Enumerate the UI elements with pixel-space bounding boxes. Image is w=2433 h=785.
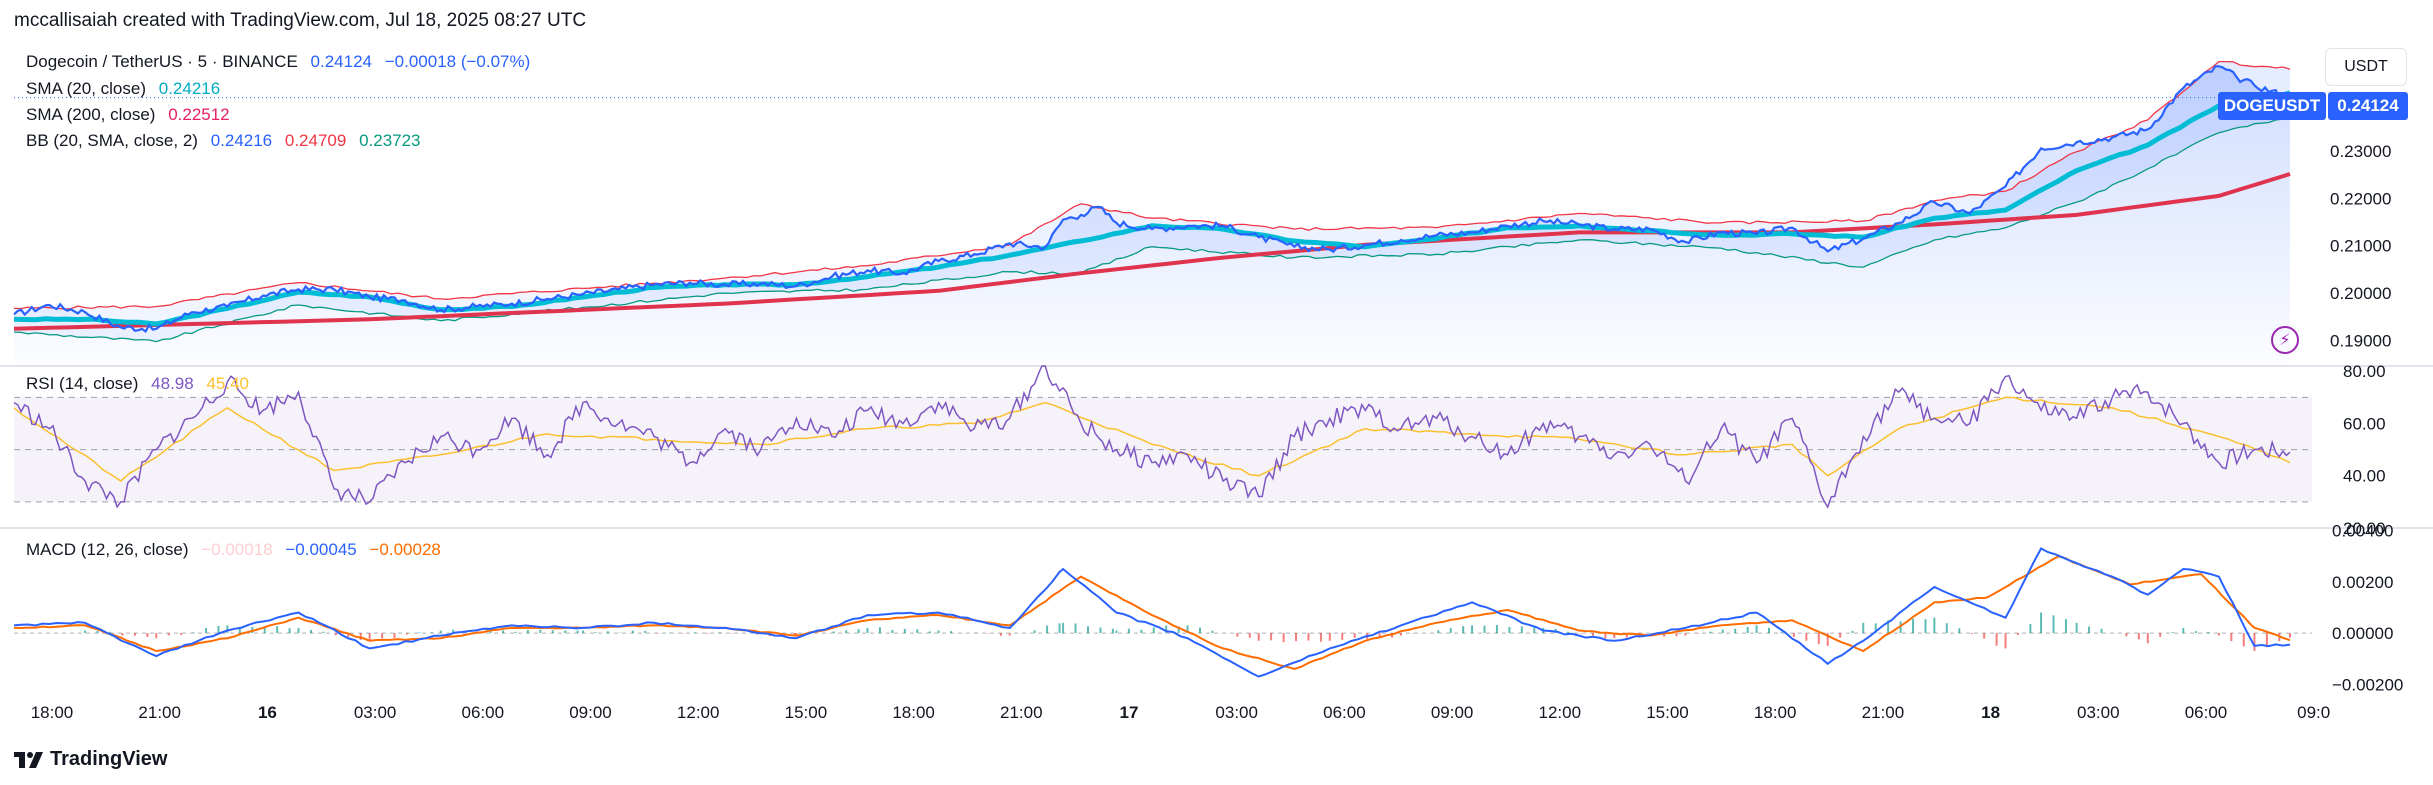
rsi-ma-value: 45.40 — [206, 374, 249, 393]
time-axis-tick: 06:00 — [1323, 703, 1366, 722]
bb-legend[interactable]: BB (20, SMA, close, 2) 0.24216 0.24709 0… — [26, 131, 429, 151]
rsi-ma-line — [13, 396, 2291, 482]
sma200-legend[interactable]: SMA (200, close) 0.22512 — [26, 105, 238, 125]
time-axis-tick: 18 — [1981, 703, 2000, 722]
time-axis-tick: 18:00 — [1754, 703, 1797, 722]
sma20-line — [13, 90, 2291, 327]
sma200-label: SMA (200, close) — [26, 105, 156, 124]
rsi-legend[interactable]: RSI (14, close) 48.98 45.40 — [26, 374, 257, 394]
time-axis-tick: 15:00 — [785, 703, 828, 722]
time-axis-tick: 16 — [258, 703, 277, 722]
price-axis-tick: 0.19000 — [2330, 332, 2391, 351]
bb-upper-value: 0.24709 — [284, 131, 347, 150]
rsi-axis-tick: 60.00 — [2343, 414, 2386, 433]
chart-attribution: mccallisaiah created with TradingView.co… — [14, 10, 587, 31]
time-axis-tick: 21:00 — [1000, 703, 1043, 722]
price-axis-tick: 0.22000 — [2330, 189, 2391, 208]
macd-axis-tick: 0.00200 — [2332, 573, 2393, 592]
time-axis-tick: 12:00 — [1539, 703, 1582, 722]
rsi-axis-tick: 80.00 — [2343, 362, 2386, 381]
tradingview-logo: TradingView — [14, 748, 167, 771]
macd-axis-tick: −0.00200 — [2332, 675, 2403, 694]
ticker-price-label: DOGEUSDT — [2218, 92, 2326, 120]
macd-signal-value: −0.00028 — [369, 540, 441, 559]
time-axis-tick: 17 — [1120, 703, 1139, 722]
rsi-label: RSI (14, close) — [26, 374, 139, 393]
rsi-axis-tick: 40.00 — [2343, 467, 2386, 486]
time-axis-tick: 21:00 — [138, 703, 181, 722]
price-area-fill — [14, 66, 2290, 363]
time-axis-tick: 03:00 — [354, 703, 397, 722]
time-axis-tick: 12:00 — [677, 703, 720, 722]
symbol-price: 0.24124 — [310, 52, 372, 71]
macd-signal-line — [13, 555, 2291, 670]
time-axis-tick: 15:00 — [1646, 703, 1689, 722]
bb-band-fill — [14, 61, 2290, 342]
tradingview-logo-icon — [14, 751, 43, 768]
price-axis-tick: 0.20000 — [2330, 284, 2391, 303]
time-axis-tick: 03:00 — [2077, 703, 2120, 722]
bb-label: BB (20, SMA, close, 2) — [26, 131, 198, 150]
sma20-value: 0.24216 — [158, 79, 221, 98]
macd-line — [13, 547, 2291, 678]
lightning-icon[interactable]: ⚡ — [2271, 326, 2299, 354]
last-price-label: 0.24124 — [2328, 92, 2408, 120]
time-axis-tick: 09:0 — [2297, 703, 2330, 722]
time-axis-tick: 18:00 — [31, 703, 74, 722]
time-axis-tick: 18:00 — [892, 703, 935, 722]
bb-upper-line — [13, 60, 2291, 310]
price-axis-tick: 0.21000 — [2330, 237, 2391, 256]
time-axis-tick: 09:00 — [569, 703, 612, 722]
symbol-change: −0.00018 (−0.07%) — [384, 52, 531, 71]
rsi-axis-tick: 20.00 — [2343, 519, 2386, 538]
bb-lower-value: 0.23723 — [359, 131, 421, 150]
bb-lower-line — [13, 115, 2291, 343]
symbol-title: Dogecoin / TetherUS · 5 · BINANCE — [26, 52, 298, 71]
rsi-value: 48.98 — [151, 374, 194, 393]
sma20-legend[interactable]: SMA (20, close) 0.24216 — [26, 79, 228, 99]
price-axis-tick: 0.23000 — [2330, 142, 2391, 161]
time-axis-tick: 21:00 — [1862, 703, 1905, 722]
time-axis-tick: 09:00 — [1431, 703, 1474, 722]
sma20-label: SMA (20, close) — [26, 79, 146, 98]
currency-unit-button[interactable]: USDT — [2325, 48, 2407, 86]
time-axis-tick: 03:00 — [1215, 703, 1258, 722]
bb-basis-value: 0.24216 — [210, 131, 273, 150]
price-line — [13, 65, 2291, 333]
macd-axis-tick: 0.00400 — [2332, 522, 2393, 541]
time-axis-tick: 06:00 — [462, 703, 505, 722]
macd-hist-value: −0.00018 — [201, 540, 273, 559]
symbol-legend: Dogecoin / TetherUS · 5 · BINANCE 0.2412… — [26, 52, 538, 72]
macd-value: −0.00045 — [285, 540, 357, 559]
rsi-line — [13, 365, 2291, 509]
macd-legend[interactable]: MACD (12, 26, close) −0.00018 −0.00045 −… — [26, 540, 449, 560]
time-axis-tick: 06:00 — [2185, 703, 2228, 722]
macd-axis-tick: 0.00000 — [2332, 624, 2393, 643]
macd-label: MACD (12, 26, close) — [26, 540, 189, 559]
sma200-value: 0.22512 — [168, 105, 230, 124]
